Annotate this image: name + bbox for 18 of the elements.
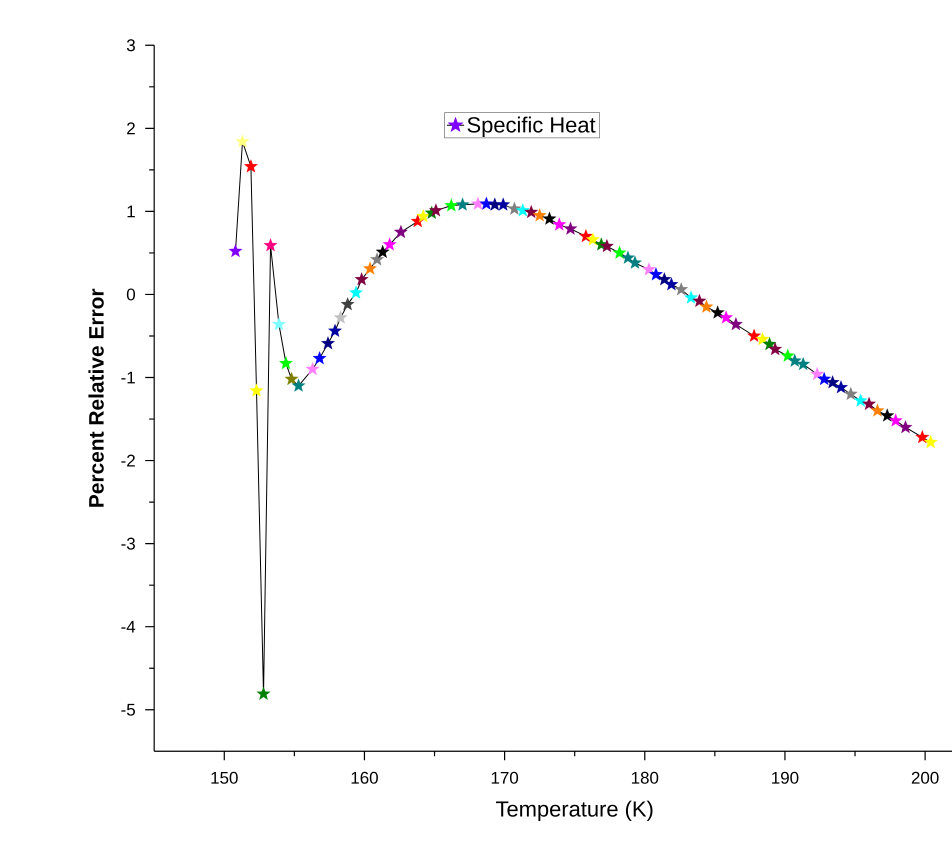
y-tick-label: -5	[121, 704, 135, 716]
y-tick-label: 0	[126, 288, 136, 300]
x-axis-title: Temperature (K)	[496, 800, 652, 822]
y-tick-label: 2	[127, 122, 135, 134]
y-axis-title: Percent Relative Error	[88, 288, 104, 507]
y-tick-label: 3	[126, 39, 135, 52]
y-tick-label: 1	[128, 206, 135, 218]
y-tick-label: -3	[121, 538, 135, 550]
x-tick-label: 150	[211, 772, 238, 784]
x-tick-label: 200	[912, 772, 939, 784]
x-tick-label: 170	[492, 772, 518, 784]
x-tick-label: 160	[352, 772, 378, 784]
x-tick-label: 190	[772, 772, 798, 784]
x-tick-label: 180	[632, 772, 658, 784]
y-tick-label: -1	[121, 372, 135, 384]
y-tick-label: -2	[121, 454, 135, 466]
y-tick-label: -4	[121, 620, 136, 633]
legend-label: Specific Heat	[468, 116, 596, 137]
